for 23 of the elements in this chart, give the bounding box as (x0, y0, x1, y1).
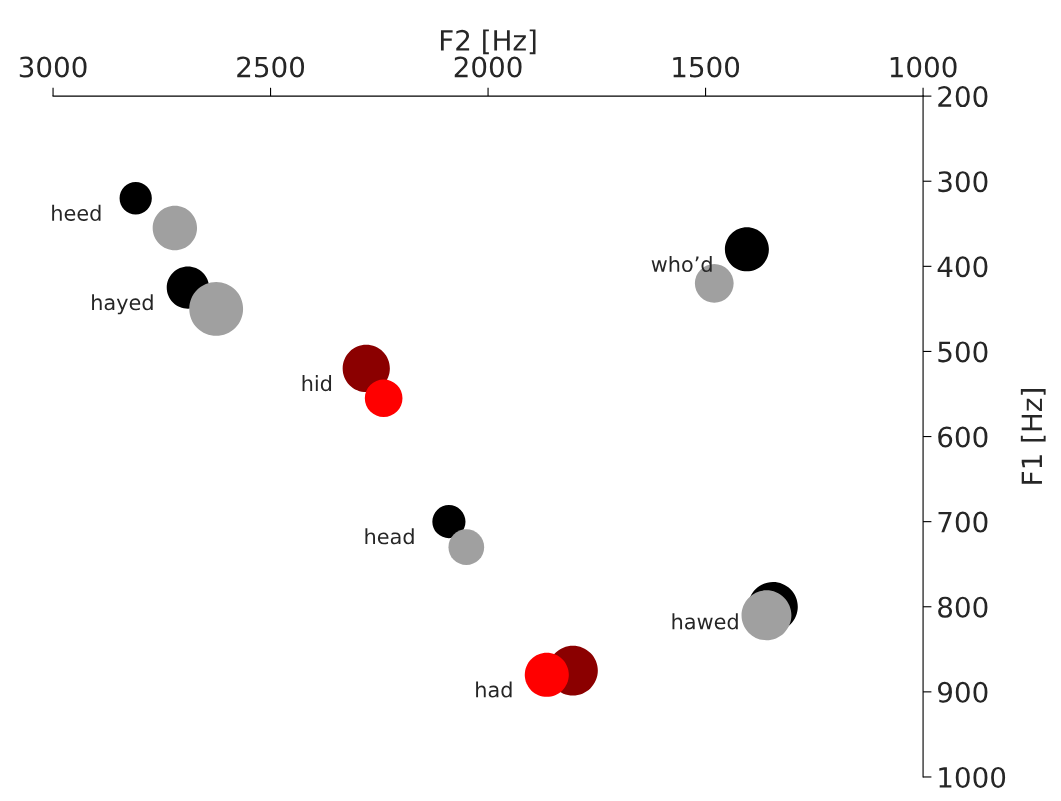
annotation: who’d (651, 255, 712, 273)
x-axis-title: F2 [Hz] (440, 29, 536, 55)
y-tick-label: 900 (938, 681, 988, 703)
y-tick-label: 400 (937, 256, 988, 278)
annotation: had (476, 681, 512, 698)
annotation: heed (52, 204, 101, 221)
y-tick-label: 1000 (939, 766, 1006, 788)
annotation: hawed (672, 613, 738, 630)
annotation: hayed (92, 294, 153, 315)
x-tick-label: 3000 (19, 56, 87, 78)
annotation: hid (302, 375, 332, 392)
y-tick-label: 800 (938, 596, 988, 618)
x-tick-label: 1000 (890, 56, 957, 78)
y-tick-label: 700 (938, 511, 988, 533)
y-axis-title: F1 [Hz] (1020, 389, 1046, 484)
y-tick-label: 600 (938, 426, 988, 448)
y-tick-label: 500 (938, 341, 988, 363)
y-tick-label: 300 (938, 171, 988, 193)
annotation: head (365, 528, 414, 545)
y-tick-label: 200 (938, 86, 988, 108)
x-tick-label: 2000 (454, 56, 522, 78)
x-tick-label: 1500 (673, 56, 740, 78)
x-tick-label: 2500 (237, 56, 305, 78)
